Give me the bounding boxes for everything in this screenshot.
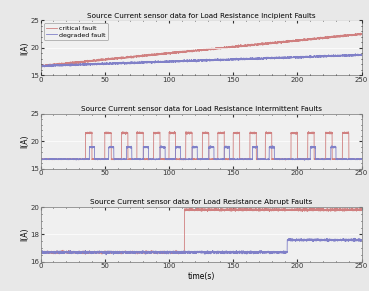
degraded fault (278, 56, 282, 59)
Line: degraded fault: degraded fault (41, 54, 362, 67)
critical fault (231, 45, 235, 49)
critical fault (247, 43, 252, 47)
Title: Source Current sensor data for Load Resistance Incipient Faults: Source Current sensor data for Load Resi… (87, 13, 315, 19)
degraded fault (302, 55, 307, 58)
degraded fault (97, 62, 101, 66)
critical fault (38, 63, 43, 67)
critical fault (302, 38, 307, 41)
Title: Source Current sensor data for Load Resistance Intermittent Faults: Source Current sensor data for Load Resi… (80, 106, 322, 112)
degraded fault (161, 60, 166, 63)
degraded fault (353, 52, 358, 56)
degraded fault (359, 53, 364, 56)
degraded fault (231, 58, 235, 61)
Y-axis label: I(A): I(A) (20, 134, 29, 148)
critical fault (278, 40, 282, 44)
Line: critical fault: critical fault (41, 33, 362, 67)
X-axis label: time(s): time(s) (187, 272, 215, 281)
critical fault (359, 32, 364, 36)
degraded fault (247, 57, 252, 60)
critical fault (359, 31, 363, 35)
Title: Source Current sensor data for Load Resistance Abrupt Faults: Source Current sensor data for Load Resi… (90, 199, 312, 205)
degraded fault (38, 64, 43, 68)
critical fault (97, 58, 101, 61)
Y-axis label: I(A): I(A) (20, 228, 29, 241)
Y-axis label: I(A): I(A) (20, 41, 29, 55)
degraded fault (40, 65, 44, 69)
Legend: critical fault, degraded fault: critical fault, degraded fault (44, 24, 108, 40)
critical fault (39, 65, 44, 69)
critical fault (161, 53, 166, 56)
